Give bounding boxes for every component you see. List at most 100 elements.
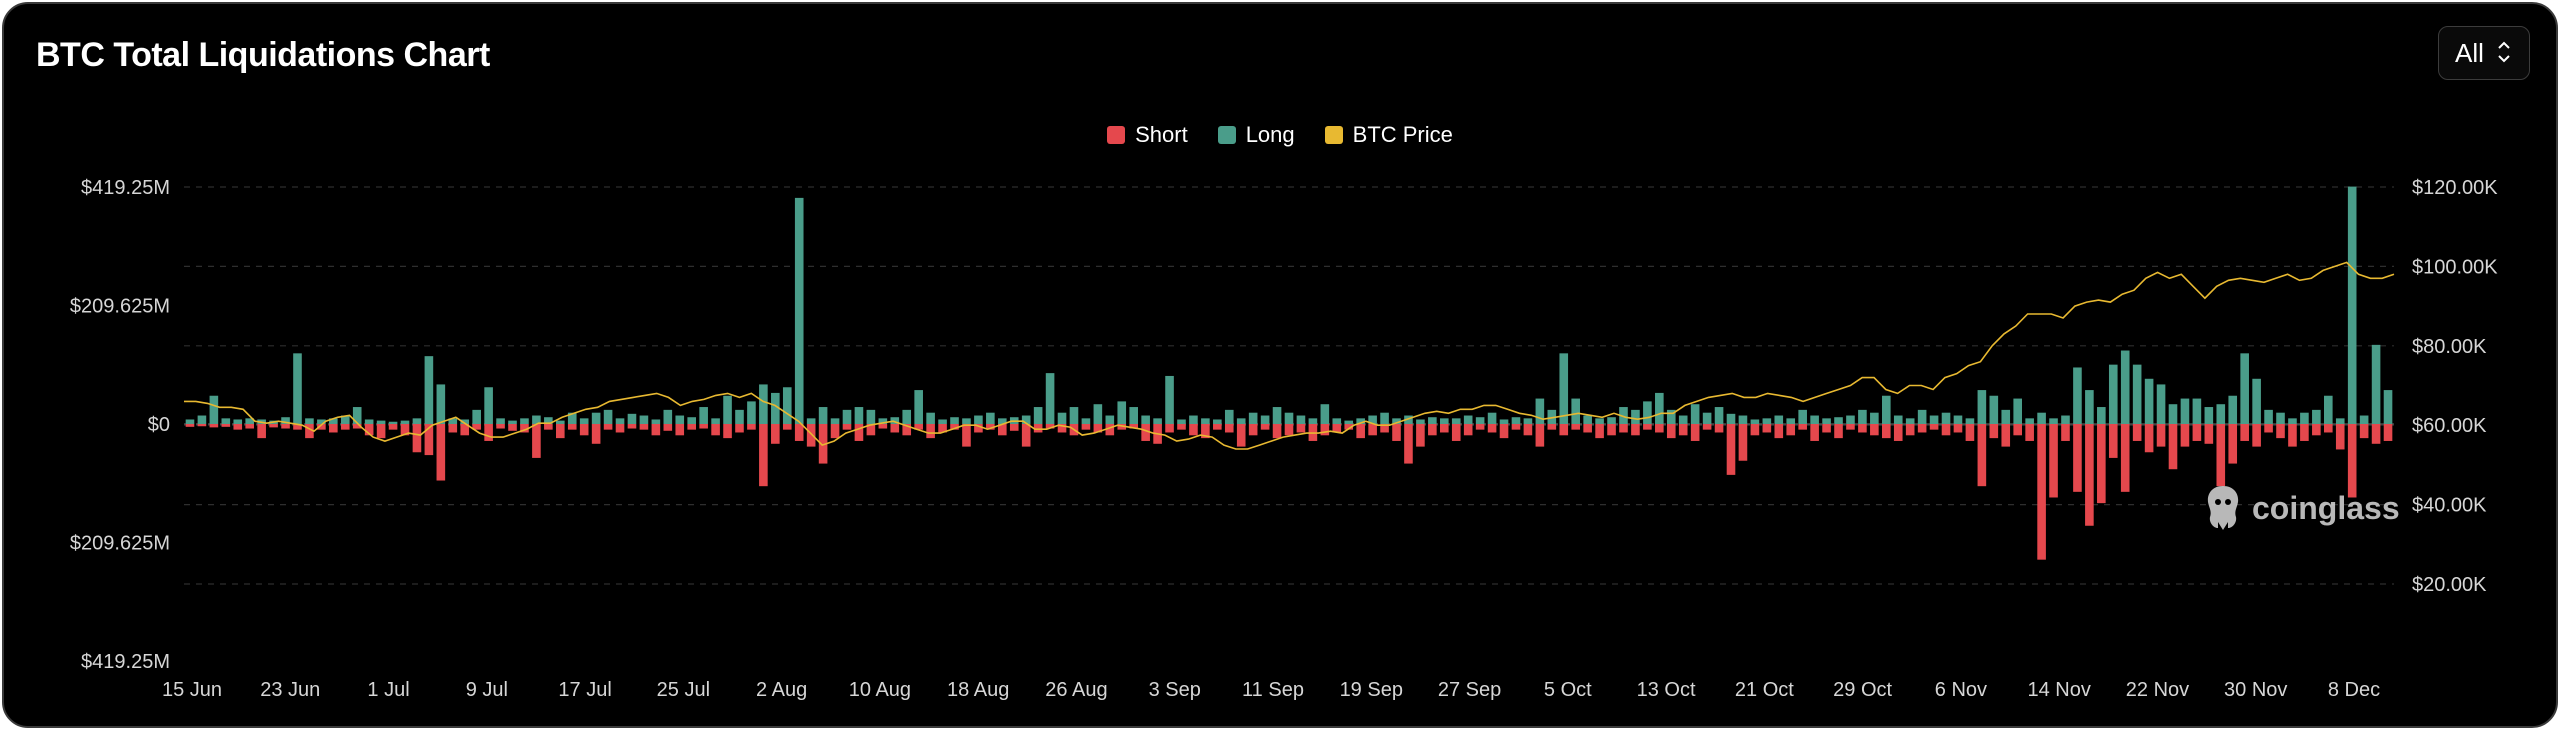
long-bar [484,387,493,424]
short-bar [1547,424,1557,430]
short-bar [1678,424,1688,436]
short-bar [1762,424,1772,433]
long-bar [1296,415,1306,424]
legend-item-long[interactable]: Long [1217,122,1295,148]
short-bar [1858,424,1867,433]
long-bar [747,401,756,424]
legend-item-btc-price[interactable]: BTC Price [1324,122,1453,148]
long-bar [448,418,458,424]
short-bar [842,424,852,430]
short-bar [2156,424,2166,447]
long-bar [1726,413,1736,424]
long-bar [1511,417,1521,424]
x-tick-label: 23 Jun [260,679,320,701]
short-bar [1750,424,1760,436]
short-bar [1535,424,1545,447]
long-bar [1989,395,1999,424]
long-bar [914,390,923,424]
y-left-tick-label: $419.25M [81,177,170,199]
chart-title: BTC Total Liquidations Chart [36,36,490,74]
y-right-tick-label: $120.00K [2412,177,2498,199]
long-bar [2335,418,2345,424]
long-bar [2347,186,2357,424]
long-bar [723,395,732,424]
long-bar [1535,398,1545,424]
long-bar [472,409,481,424]
short-bar [1798,424,1807,430]
short-bar [997,424,1007,436]
short-bar [484,424,493,441]
short-bar [424,424,434,456]
short-bar [2323,424,2333,433]
long-bar [2288,418,2297,424]
short-bar [974,424,983,433]
short-bar [663,424,673,431]
long-bar [1404,415,1413,424]
short-bar [1870,424,1879,436]
x-tick-label: 2 Aug [756,679,807,701]
short-bar [1332,424,1342,433]
long-bar [1965,418,1975,424]
short-bar [1643,424,1652,430]
range-select[interactable]: All [2438,26,2530,80]
long-bar [1463,415,1473,424]
short-bar [460,424,470,436]
long-bar [1810,415,1819,424]
short-bar [317,424,326,430]
long-bar [759,384,768,424]
long-bar [1929,415,1939,424]
short-bar [1463,424,1473,436]
long-bar [2264,409,2273,424]
short-bar [2216,424,2226,487]
short-bar [1941,424,1951,436]
x-tick-label: 3 Sep [1149,679,1201,701]
long-bar [209,395,219,424]
short-bar [2097,424,2106,504]
short-bar [1738,424,1748,461]
long-bar [950,417,959,424]
short-bar [436,424,446,481]
long-bar [364,419,374,424]
short-bar [2025,424,2034,441]
short-bar [293,424,302,430]
coinglass-logo-icon [2207,486,2239,530]
short-bar [771,424,780,444]
long-bar [1822,418,1831,424]
short-bar [1392,424,1401,441]
long-bar [2073,367,2082,424]
y-left-tick-label: $419.25M [81,651,170,673]
long-bar [1846,415,1855,424]
short-bar [448,424,458,433]
long-bar [986,412,995,424]
long-bar [2001,409,2011,424]
watermark-text: coinglass [2252,489,2400,526]
long-bar [1583,415,1592,424]
long-bar [1941,412,1951,424]
y-right-tick-label: $80.00K [2412,336,2487,358]
long-bar [376,420,386,424]
long-bar [579,418,589,424]
short-bar [1451,424,1461,441]
long-bar [902,409,912,424]
long-bar [567,412,577,424]
long-bar [293,353,302,424]
short-bar [1917,424,1927,433]
short-bar [1368,424,1377,436]
long-bar [520,418,529,424]
long-bar [2359,415,2369,424]
short-bar [1487,424,1497,433]
short-bar [1213,424,1222,430]
long-bar [221,418,231,424]
short-bar [2312,424,2321,436]
long-bar [340,415,350,424]
short-bar [1475,424,1485,430]
short-bar [508,424,517,431]
long-bar [1475,417,1485,424]
long-bar [1666,409,1676,424]
legend-item-short[interactable]: Short [1107,122,1188,148]
x-tick-label: 15 Jun [162,679,222,701]
short-bar [1416,424,1425,447]
short-bar [245,424,255,429]
short-bar [926,424,935,439]
